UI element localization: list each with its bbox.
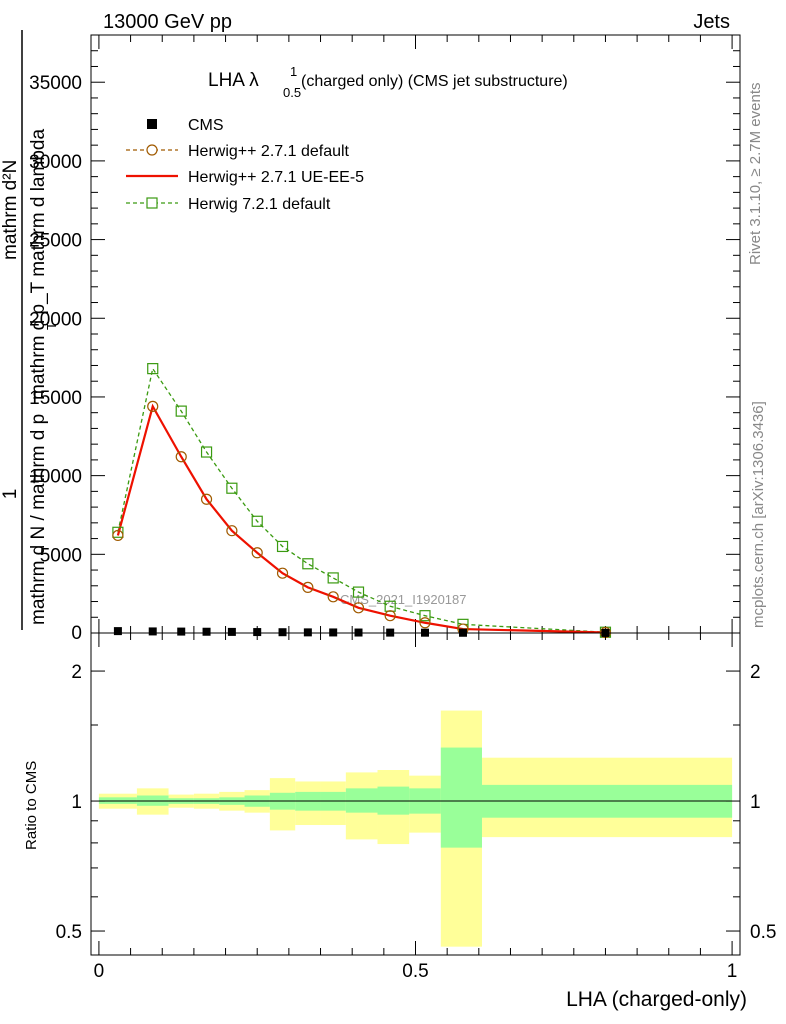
herwig-default-point xyxy=(226,525,238,537)
herwig-default-point xyxy=(419,617,431,629)
header-right: Jets xyxy=(693,11,730,33)
main-y-axis-label: 1 mathrm d N / mathrm d p T mathrm d²N m… xyxy=(0,30,59,630)
mcplots-label: mcplots.cern.ch [arXiv:1306.3436] xyxy=(750,401,767,628)
herwig-default-point xyxy=(147,400,159,412)
herwig721-point xyxy=(147,363,159,375)
ratio-bands-layer xyxy=(98,710,733,947)
main-ytick-label-zero: 0 xyxy=(71,623,82,644)
herwig721-point xyxy=(175,405,187,417)
ratio-band-inner xyxy=(440,747,482,848)
cms-data-point xyxy=(113,627,122,636)
herwig721-point xyxy=(226,482,238,494)
ratio-y-ticks: 0.5 0.5 1 1 2 2 xyxy=(56,662,777,943)
cms-data-point xyxy=(329,628,338,637)
legend-label: CMS xyxy=(188,117,224,134)
cms-data-point xyxy=(202,627,211,636)
ratio-band-inner xyxy=(345,788,378,813)
legend-herwig-default-marker xyxy=(146,144,158,156)
legend-label: Herwig 7.2.1 default xyxy=(188,196,331,213)
title-rest: (charged only) (CMS jet substructure) xyxy=(301,73,568,90)
title-sub: 0.5 xyxy=(283,85,301,100)
herwig-default-point xyxy=(384,610,396,622)
herwig721-point xyxy=(112,526,124,538)
herwig-default-point xyxy=(251,547,263,559)
ratio-plot-panel: 0.5 0.51 12 2 0 0.5 1 Ratio to CMS LHA (charg… xyxy=(23,632,777,1011)
legend-herwig721-marker xyxy=(146,197,158,209)
herwig-default-point xyxy=(302,581,314,593)
legend-label: Herwig++ 2.7.1 default xyxy=(188,143,350,160)
herwig721-point xyxy=(302,558,314,570)
main-plot-panel: 5000 10000 15000 20000 25000 30000 35000 0 CMS_… xyxy=(0,30,741,644)
ratio-ytick-label: 1 xyxy=(71,792,82,813)
herwig-default-point xyxy=(200,493,213,505)
main-ytick-label: 20000 xyxy=(29,309,82,330)
watermark: CMS_2021_I1920187 xyxy=(340,592,467,607)
plot-title: LHA λ 1 0.5 (charged only) (CMS jet subs… xyxy=(208,64,568,100)
herwig-default-point xyxy=(276,567,289,579)
herwig721-point xyxy=(419,610,431,622)
cms-data-point xyxy=(278,628,287,637)
x-tick-label: 1 xyxy=(727,961,738,982)
legend-label: Herwig++ 2.7.1 UE-EE-5 xyxy=(188,169,364,186)
herwig-default-point xyxy=(112,529,124,542)
main-ytick-label: 25000 xyxy=(29,231,82,252)
ratio-x-ticks: 0 0.5 1 xyxy=(94,633,738,982)
herwig-default-point xyxy=(327,591,339,603)
herwig721-point xyxy=(327,572,339,584)
x-axis-label: LHA (charged-only) xyxy=(566,988,747,1011)
ratio-ytick-label-right: 0.5 xyxy=(750,922,776,943)
series-herwig721-line xyxy=(117,366,606,633)
series-herwig-ueee5-line xyxy=(116,403,606,634)
svg-text:LHA λ: LHA λ xyxy=(208,70,259,91)
ylabel-denominator-bottom: T xyxy=(44,322,59,330)
main-ytick-label: 5000 xyxy=(40,545,82,566)
ratio-ytick-label: 0.5 xyxy=(56,922,82,943)
main-ytick-label: 15000 xyxy=(29,388,82,409)
title-main: LHA λ xyxy=(208,70,259,91)
main-ytick-label: 10000 xyxy=(29,467,82,488)
herwig-default-point xyxy=(175,451,187,463)
main-y-ticks: 5000 10000 15000 20000 25000 30000 35000 0 xyxy=(29,50,740,644)
herwig721-point xyxy=(276,540,289,553)
ylabel-one: 1 xyxy=(0,489,21,500)
rivet-label: Rivet 3.1.10, ≥ 2.7M events xyxy=(747,83,764,266)
header-left: 13000 GeV pp xyxy=(103,11,232,33)
cms-data-point xyxy=(303,628,312,637)
herwig-default-point xyxy=(352,602,365,614)
ratio-frame xyxy=(90,632,741,956)
ratio-ytick-label-right: 1 xyxy=(750,792,761,813)
cms-data-point xyxy=(148,627,157,636)
herwig721-point xyxy=(352,586,365,598)
main-x-ticks xyxy=(98,35,733,633)
cms-data-point xyxy=(227,627,236,636)
ratio-ytick-label-right: 2 xyxy=(750,662,761,683)
title-sup: 1 xyxy=(290,64,297,79)
ylabel-numerator-bottom: mathrm d p_T mathrm d lambda xyxy=(28,129,49,400)
main-ytick-label: 30000 xyxy=(29,152,82,173)
ratio-ytick-label: 2 xyxy=(71,662,82,683)
main-ytick-label: 35000 xyxy=(29,73,82,94)
cms-data-point xyxy=(177,627,186,636)
legend: CMS Herwig++ 2.7.1 default Herwig++ 2.7.1 … xyxy=(126,117,364,213)
cms-data-point xyxy=(253,628,262,637)
ylabel-numerator-top: mathrm d²N xyxy=(0,160,21,260)
legend-cms-marker xyxy=(147,119,157,129)
ratio-y-axis-label: Ratio to CMS xyxy=(23,761,40,850)
ylabel-denominator-top: mathrm d N / mathrm d p xyxy=(28,414,49,625)
x-tick-label: 0 xyxy=(94,961,105,982)
herwig721-point xyxy=(251,515,263,527)
x-tick-label: 0.5 xyxy=(402,961,428,982)
herwig721-point xyxy=(200,446,213,458)
